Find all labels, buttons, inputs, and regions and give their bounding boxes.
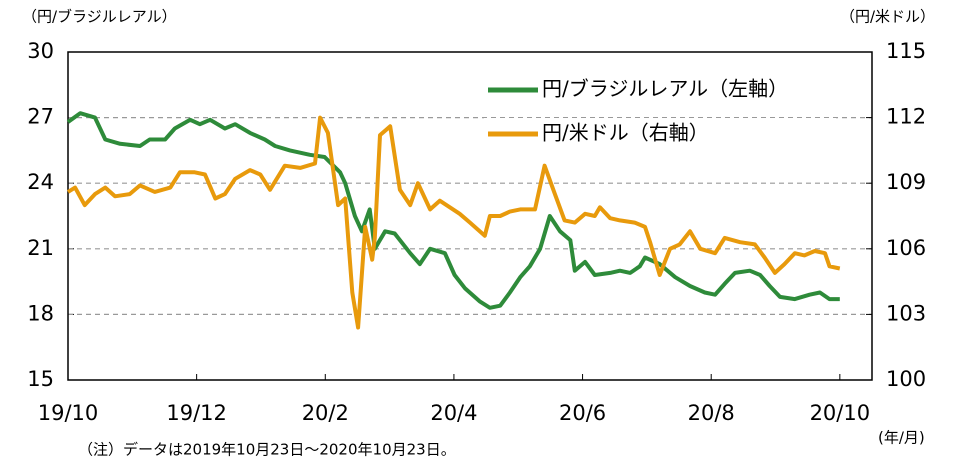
y2-tick-label: 100 xyxy=(886,367,926,391)
x-tick-label: 20/4 xyxy=(430,401,477,425)
x-tick-label: 20/2 xyxy=(302,401,349,425)
x-tick-label: 20/8 xyxy=(688,401,735,425)
legend-label: 円/ブラジルレアル（左軸） xyxy=(542,77,788,101)
y-tick-label: 30 xyxy=(27,39,54,63)
series-line xyxy=(66,115,841,330)
x-tick-label: 19/12 xyxy=(166,401,227,425)
y-tick-label: 21 xyxy=(27,236,54,260)
y-axis-label: （円/ブラジルレアル） xyxy=(22,8,177,26)
y2-tick-label: 106 xyxy=(886,236,926,260)
y-tick-label: 27 xyxy=(27,105,54,129)
note: （注）データは2019年10月23日～2020年10月23日。 xyxy=(78,441,456,459)
legend-key-bg xyxy=(484,74,836,106)
y2-axis-label: （円/米ドル） xyxy=(840,8,935,26)
y-tick-label: 18 xyxy=(27,301,54,325)
y-tick-label: 15 xyxy=(27,367,54,391)
y2-tick-label: 115 xyxy=(886,39,926,63)
y2-tick-label: 109 xyxy=(886,170,926,194)
x-axis-label: (年/月) xyxy=(878,429,925,447)
y-tick-label: 24 xyxy=(27,170,54,194)
legend-label: 円/米ドル（右軸） xyxy=(542,121,709,145)
series-line xyxy=(66,111,840,310)
y2-tick-label: 112 xyxy=(886,105,926,129)
legend-key-bg xyxy=(484,118,836,150)
x-tick-label: 20/10 xyxy=(810,401,871,425)
x-tick-label: 20/6 xyxy=(559,401,606,425)
plot-frame xyxy=(67,51,873,381)
y2-tick-label: 103 xyxy=(886,301,926,325)
x-tick-label: 19/10 xyxy=(38,401,99,425)
